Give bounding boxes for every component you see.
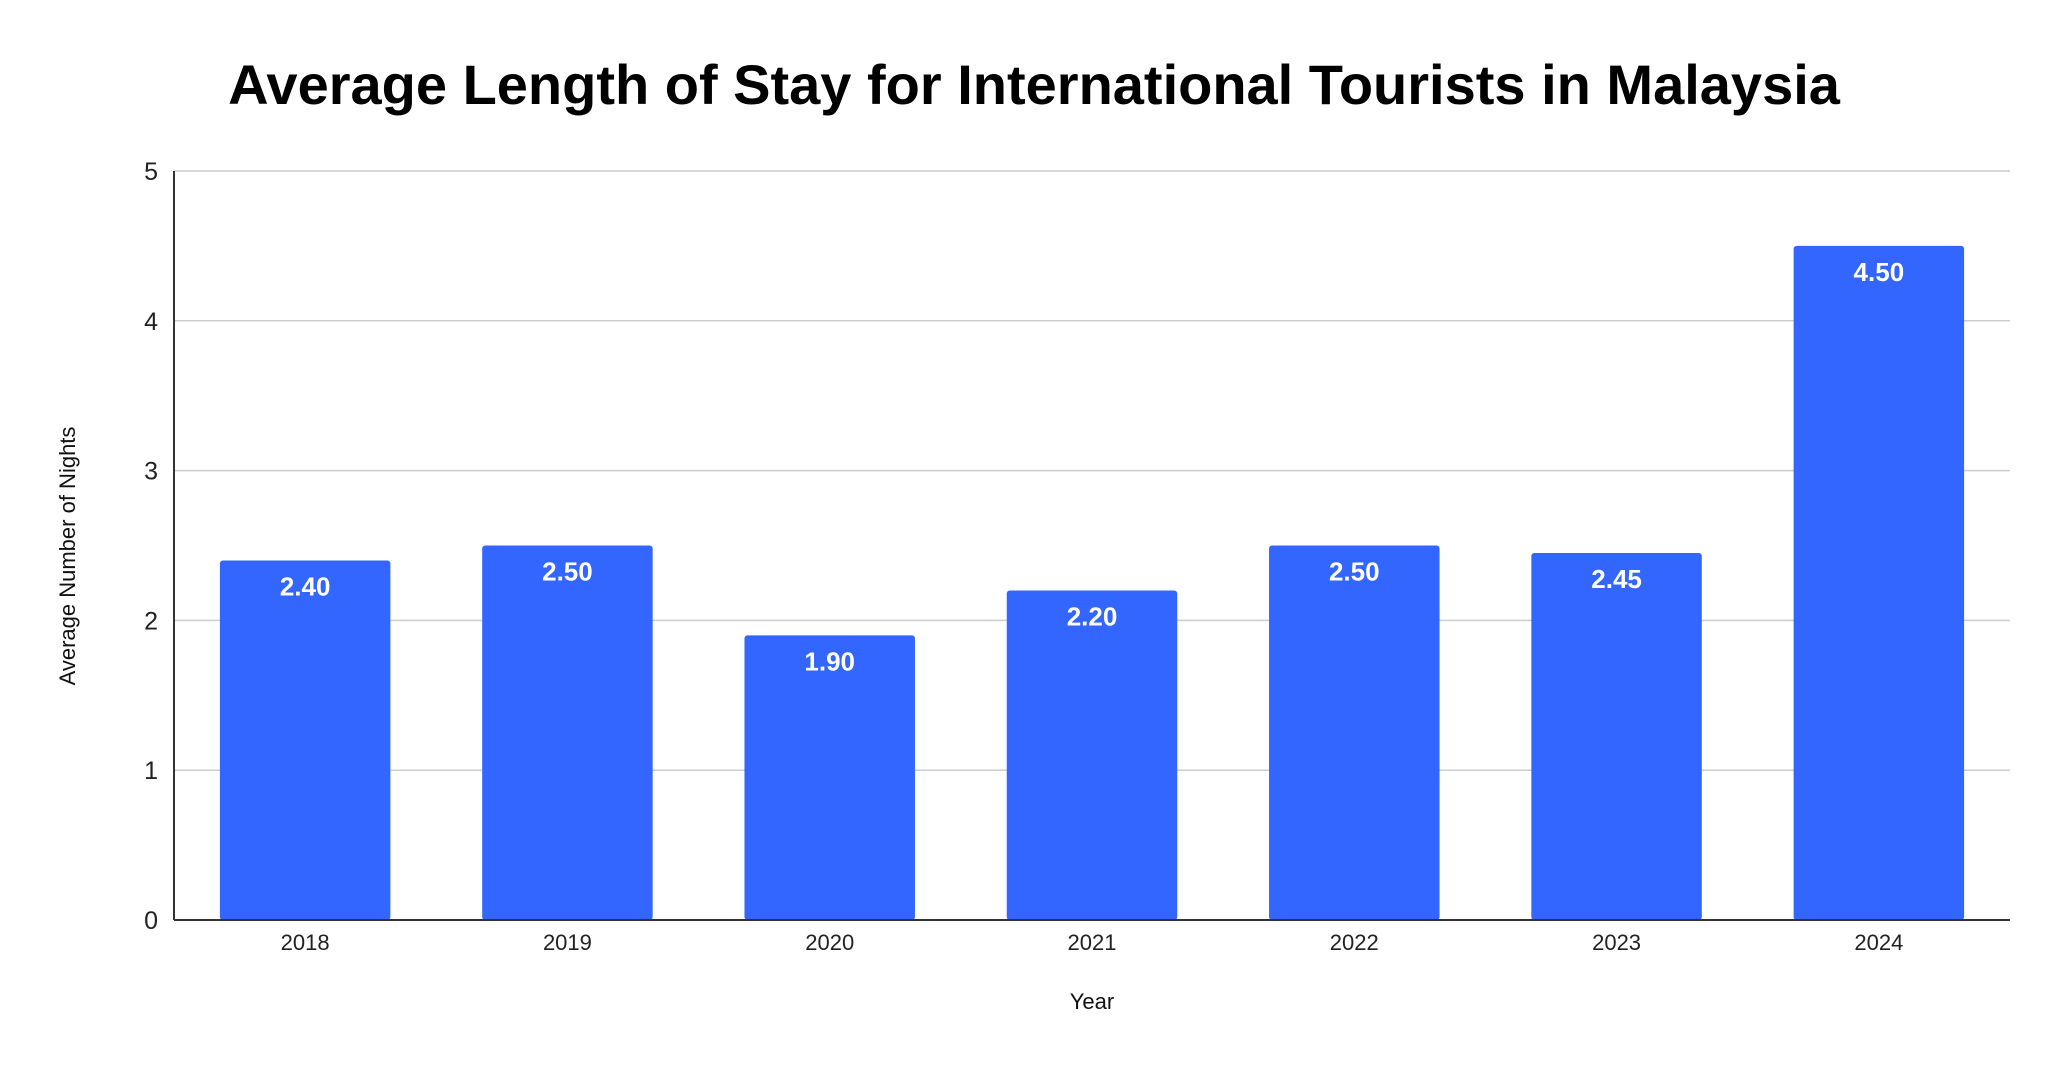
x-tick-label: 2024	[1854, 930, 1903, 955]
bar-2020	[744, 635, 915, 920]
x-tick-label: 2019	[543, 930, 592, 955]
x-tick-label: 2023	[1592, 930, 1641, 955]
axes	[173, 171, 2010, 921]
y-tick-label: 2	[144, 607, 158, 635]
y-tick-label: 3	[144, 458, 158, 486]
data-label: 4.50	[1854, 257, 1905, 287]
data-label: 2.50	[1329, 557, 1380, 587]
y-axis-title: Average Number of Nights	[55, 427, 80, 686]
gridlines	[174, 170, 2010, 771]
x-tick-label: 2021	[1068, 930, 1117, 955]
bar-2024	[1793, 245, 1965, 920]
bar-2018	[219, 560, 391, 920]
bar-2022	[1269, 545, 1440, 920]
x-tick-label: 2018	[281, 930, 330, 955]
bar-2019	[482, 545, 653, 920]
data-label: 2.50	[542, 557, 593, 587]
bars: 2.40 2.50 1.90 2.20 2.50 2.45 4.50	[219, 245, 1965, 920]
x-axis-title: Year	[1070, 989, 1114, 1014]
y-tick-label: 1	[144, 757, 158, 785]
x-axis-ticks: 2018 2019 2020 2021 2022 2023 2024	[281, 930, 1904, 955]
data-label: 2.20	[1067, 601, 1118, 631]
bar-2023	[1531, 552, 1702, 920]
data-label: 2.40	[280, 571, 331, 601]
chart-title: Average Length of Stay for International…	[228, 53, 1841, 116]
y-tick-label: 5	[144, 158, 158, 186]
x-tick-label: 2022	[1330, 930, 1379, 955]
y-tick-label: 4	[144, 308, 158, 336]
x-tick-label: 2020	[805, 930, 854, 955]
data-label: 1.90	[804, 646, 855, 676]
bar-2021	[1006, 590, 1178, 920]
data-label: 2.45	[1591, 564, 1642, 594]
y-tick-label: 0	[144, 907, 158, 935]
y-axis-ticks: 0 1 2 3 4 5	[144, 158, 158, 935]
